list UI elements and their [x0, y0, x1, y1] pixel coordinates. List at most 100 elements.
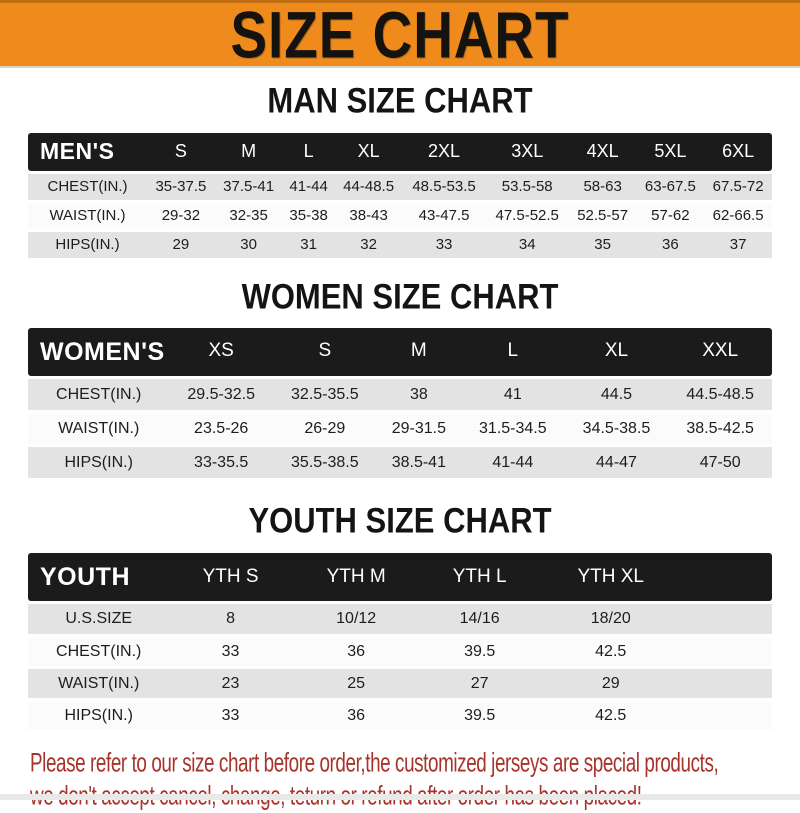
- size-cell: 23.5-26: [169, 412, 274, 445]
- size-cell: 44.5-48.5: [668, 378, 772, 410]
- column-header: L: [461, 327, 565, 376]
- size-cell: 37: [704, 231, 772, 258]
- youth-section-title: YOUTH SIZE CHART: [248, 500, 552, 541]
- size-cell: 34: [485, 231, 569, 258]
- size-cell: 29: [147, 231, 215, 258]
- table-row: WAIST(IN.) 23 25 27 29: [28, 668, 772, 698]
- men-size-table: MEN'S S M L XL 2XL 3XL 4XL 5XL 6XL CHEST(IN.) 35-3…: [28, 130, 772, 261]
- men-section-title: MAN SIZE CHART: [267, 80, 533, 121]
- size-cell: 58-63: [568, 173, 637, 200]
- size-cell: 33: [169, 636, 292, 666]
- size-cell: 38: [376, 378, 461, 410]
- table-row: HIPS(IN.) 29 30 31 32 33 34 35 36 37: [28, 231, 772, 258]
- size-cell: 27: [420, 668, 539, 698]
- size-cell: 32-35: [214, 202, 283, 229]
- size-cell: 29-31.5: [376, 412, 461, 445]
- column-header: XL: [564, 327, 669, 376]
- size-cell: 47-50: [668, 447, 772, 479]
- row-label: HIPS(IN.): [28, 231, 148, 258]
- size-cell: 8: [169, 604, 292, 634]
- table-row: WAIST(IN.) 23.5-26 26-29 29-31.5 31.5-34.5 34…: [28, 412, 772, 445]
- size-cell: 36: [291, 701, 421, 731]
- column-header: XL: [334, 133, 403, 171]
- size-cell: 42.5: [538, 636, 683, 666]
- size-cell: 41-44: [282, 173, 335, 200]
- size-cell: 31.5-34.5: [461, 412, 565, 445]
- size-cell: 29: [538, 668, 683, 698]
- size-cell: 44-48.5: [334, 173, 403, 200]
- size-cell: 10/12: [291, 604, 421, 634]
- size-cell: 38-43: [334, 202, 403, 229]
- size-cell: 38.5-42.5: [668, 412, 772, 445]
- size-cell: 42.5: [538, 701, 683, 731]
- column-header: YTH XL: [538, 553, 683, 602]
- size-cell: 53.5-58: [485, 173, 569, 200]
- size-cell: 31: [282, 231, 335, 258]
- size-cell: 36: [636, 231, 705, 258]
- column-header: YTH L: [420, 553, 539, 602]
- size-cell: 63-67.5: [636, 173, 705, 200]
- column-header: M: [376, 327, 461, 376]
- column-header: 4XL: [568, 133, 637, 171]
- column-header: S: [147, 133, 215, 171]
- size-cell: 52.5-57: [568, 202, 637, 229]
- size-cell: 41-44: [461, 447, 565, 479]
- women-size-section: WOMEN SIZE CHART WOMEN'S XS S M L XL XXL CHEST…: [0, 275, 800, 482]
- size-cell: 35: [568, 231, 637, 258]
- women-table-header-row: WOMEN'S XS S M L XL XXL: [28, 327, 772, 376]
- column-header: YTH M: [291, 553, 421, 602]
- size-cell: 36: [291, 636, 421, 666]
- men-table-body: CHEST(IN.) 35-37.5 37.5-41 41-44 44-48.5 48.5…: [28, 173, 772, 258]
- spacer-cell: [682, 553, 772, 602]
- bottom-edge-divider: [0, 794, 800, 800]
- column-header: 5XL: [636, 133, 705, 171]
- size-cell: 37.5-41: [214, 173, 283, 200]
- men-size-section: MAN SIZE CHART MEN'S S M L XL 2XL 3XL 4XL 5XL 6XL…: [0, 80, 800, 261]
- spacer-cell: [682, 636, 772, 666]
- men-table-header-row: MEN'S S M L XL 2XL 3XL 4XL 5XL 6XL: [28, 133, 772, 171]
- column-header: 3XL: [485, 133, 569, 171]
- size-cell: 32.5-35.5: [273, 378, 377, 410]
- spacer-cell: [682, 604, 772, 634]
- women-section-title: WOMEN SIZE CHART: [241, 275, 559, 317]
- size-cell: 39.5: [420, 701, 539, 731]
- youth-table-header-row: YOUTH YTH S YTH M YTH L YTH XL: [28, 553, 772, 602]
- youth-size-section: YOUTH SIZE CHART YOUTH YTH S YTH M YTH L YTH…: [0, 500, 800, 733]
- column-header: 6XL: [704, 133, 772, 171]
- table-row: HIPS(IN.) 33 36 39.5 42.5: [28, 701, 772, 731]
- size-cell: 33-35.5: [169, 447, 274, 479]
- size-cell: 35-38: [282, 202, 335, 229]
- column-header: 2XL: [402, 133, 486, 171]
- size-cell: 26-29: [273, 412, 377, 445]
- women-size-table: WOMEN'S XS S M L XL XXL CHEST(IN.) 29.5-32.5 32.…: [28, 325, 772, 482]
- page-title: SIZE CHART: [230, 0, 570, 72]
- banner: SIZE CHART: [0, 0, 800, 68]
- size-cell: 32: [334, 231, 403, 258]
- size-cell: 25: [291, 668, 421, 698]
- size-cell: 62-66.5: [704, 202, 772, 229]
- column-header: M: [214, 133, 283, 171]
- row-label: HIPS(IN.): [28, 701, 170, 731]
- size-cell: 34.5-38.5: [564, 412, 669, 445]
- table-row: U.S.SIZE 8 10/12 14/16 18/20: [28, 604, 772, 634]
- size-charts: MAN SIZE CHART MEN'S S M L XL 2XL 3XL 4XL 5XL 6XL…: [0, 80, 800, 733]
- size-cell: 57-62: [636, 202, 705, 229]
- table-row: CHEST(IN.) 29.5-32.5 32.5-35.5 38 41 44.5 44.5…: [28, 378, 772, 410]
- size-cell: 67.5-72: [704, 173, 772, 200]
- size-cell: 30: [214, 231, 283, 258]
- size-cell: 48.5-53.5: [402, 173, 486, 200]
- table-corner-label: WOMEN'S: [28, 327, 170, 376]
- size-cell: 35.5-38.5: [273, 447, 377, 479]
- row-label: CHEST(IN.): [28, 636, 170, 666]
- table-row: WAIST(IN.) 29-32 32-35 35-38 38-43 43-47.5 47.…: [28, 202, 772, 229]
- size-cell: 44.5: [564, 378, 669, 410]
- row-label: WAIST(IN.): [28, 202, 148, 229]
- size-cell: 29.5-32.5: [169, 378, 274, 410]
- row-label: CHEST(IN.): [28, 378, 170, 410]
- column-header: YTH S: [169, 553, 292, 602]
- size-cell: 38.5-41: [376, 447, 461, 479]
- table-row: HIPS(IN.) 33-35.5 35.5-38.5 38.5-41 41-44 44-…: [28, 447, 772, 479]
- size-cell: 39.5: [420, 636, 539, 666]
- size-cell: 33: [169, 701, 292, 731]
- row-label: WAIST(IN.): [28, 668, 170, 698]
